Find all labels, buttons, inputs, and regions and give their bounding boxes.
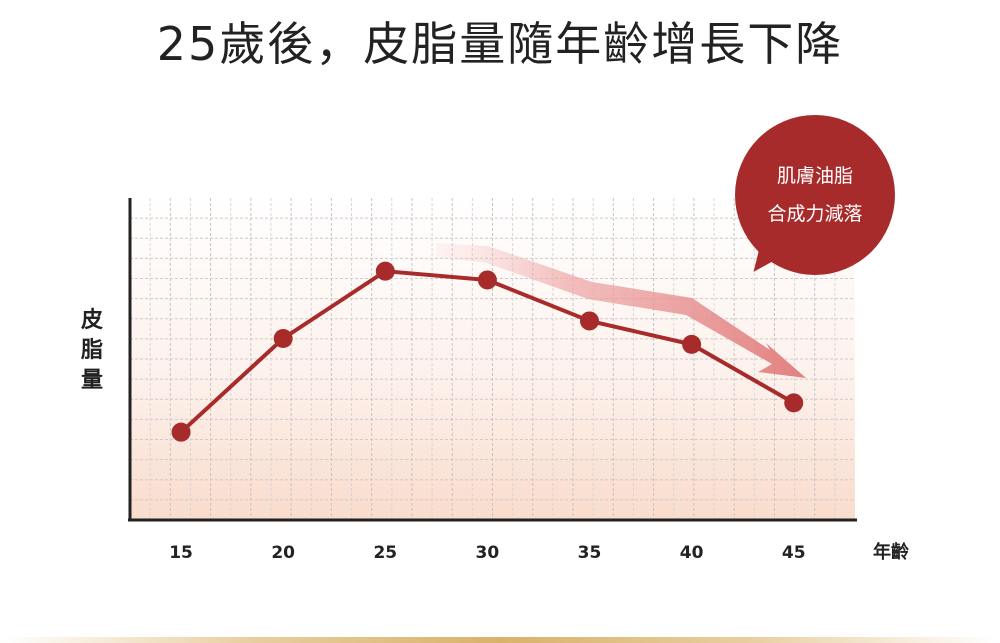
chart-title: 25歲後，皮脂量隨年齡增長下降 <box>156 17 844 71</box>
data-point <box>682 334 702 354</box>
data-point <box>375 261 395 281</box>
series-marks <box>171 261 804 442</box>
x-tick-label: 15 <box>169 543 193 563</box>
callout-line-1: 肌膚油脂 <box>776 165 853 187</box>
y-axis-label: 皮 脂 量 <box>80 306 104 396</box>
data-point <box>784 393 804 413</box>
x-tick-label: 25 <box>373 543 397 563</box>
callout-bubble: 肌膚油脂 合成力減落 <box>735 115 895 275</box>
y-axis-char: 皮 <box>80 308 103 333</box>
x-tick-label: 30 <box>476 543 500 563</box>
y-axis-char: 脂 <box>80 338 103 363</box>
x-tick-labels: 15 20 25 30 35 40 45 <box>169 543 805 563</box>
data-point <box>171 422 191 442</box>
data-point <box>580 311 600 331</box>
decorative-bottom-bar <box>0 637 1000 643</box>
callout-line-2: 合成力減落 <box>767 203 863 225</box>
y-axis-char: 量 <box>80 368 103 393</box>
data-point <box>477 270 497 290</box>
x-tick-label: 20 <box>271 543 295 563</box>
x-axis-unit: 年齡 <box>873 542 909 563</box>
x-tick-label: 40 <box>680 543 704 563</box>
data-point <box>273 329 293 349</box>
trend-arrow <box>436 243 806 378</box>
x-tick-label: 45 <box>782 543 806 563</box>
x-tick-label: 35 <box>578 543 602 563</box>
